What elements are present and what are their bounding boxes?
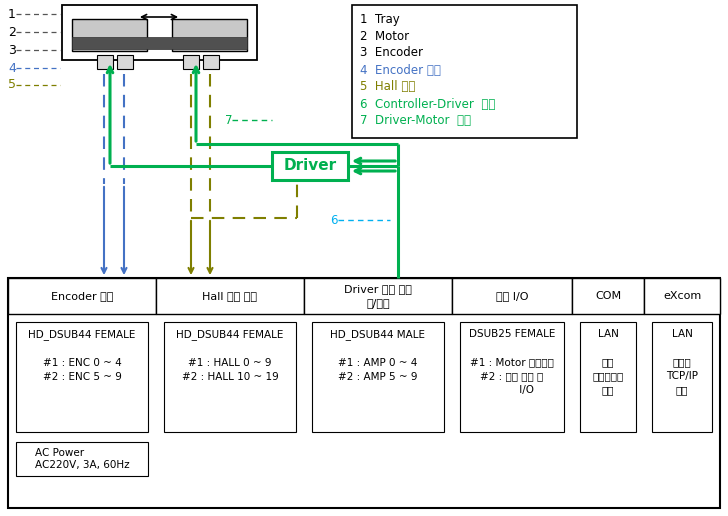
Bar <box>172 19 247 51</box>
Bar <box>62 5 257 60</box>
Bar <box>8 278 156 314</box>
Text: 4: 4 <box>8 61 16 74</box>
Text: 2  Motor: 2 Motor <box>360 29 409 42</box>
Bar <box>72 19 147 51</box>
Text: 5: 5 <box>8 78 16 91</box>
Text: 기타 I/O: 기타 I/O <box>496 291 529 301</box>
Text: HD_DSUB44 FEMALE

#1 : HALL 0 ~ 9
#2 : HALL 10 ~ 19: HD_DSUB44 FEMALE #1 : HALL 0 ~ 9 #2 : HA… <box>176 329 284 382</box>
Bar <box>164 322 296 432</box>
Text: Driver 제어 명령
입/출력: Driver 제어 명령 입/출력 <box>344 284 412 308</box>
Text: AC Power
AC220V, 3A, 60Hz: AC Power AC220V, 3A, 60Hz <box>35 448 130 470</box>
Bar <box>72 37 247 49</box>
Bar <box>452 278 572 314</box>
Bar <box>16 442 148 476</box>
Bar <box>183 55 199 69</box>
Bar <box>8 278 720 508</box>
Bar <box>572 278 644 314</box>
Text: HD_DSUB44 FEMALE

#1 : ENC 0 ~ 4
#2 : ENC 5 ~ 9: HD_DSUB44 FEMALE #1 : ENC 0 ~ 4 #2 : ENC… <box>28 329 135 382</box>
Bar <box>97 55 113 69</box>
Text: 6: 6 <box>330 214 338 227</box>
Text: 7: 7 <box>225 114 232 126</box>
Text: LAN

외부와
TCP/IP
통신: LAN 외부와 TCP/IP 통신 <box>666 329 698 395</box>
Text: LAN

내부
컨트롤러와
통신: LAN 내부 컨트롤러와 통신 <box>593 329 624 395</box>
Text: HD_DSUB44 MALE

#1 : AMP 0 ~ 4
#2 : AMP 5 ~ 9: HD_DSUB44 MALE #1 : AMP 0 ~ 4 #2 : AMP 5… <box>331 329 425 382</box>
Bar <box>460 322 564 432</box>
Bar <box>644 278 720 314</box>
Bar <box>156 278 304 314</box>
Text: eXcom: eXcom <box>663 291 701 301</box>
Text: 3: 3 <box>8 43 16 56</box>
Text: DSUB25 FEMALE

#1 : Motor 온도센서
#2 : 기타 센서 및
         I/O: DSUB25 FEMALE #1 : Motor 온도센서 #2 : 기타 센서… <box>469 329 555 395</box>
Text: COM: COM <box>595 291 621 301</box>
Text: 1  Tray: 1 Tray <box>360 12 400 25</box>
Bar <box>652 322 712 432</box>
Bar <box>352 5 577 138</box>
Bar <box>203 55 219 69</box>
Text: 3  Encoder: 3 Encoder <box>360 46 423 59</box>
Text: 1: 1 <box>8 8 16 21</box>
Bar <box>117 55 133 69</box>
Text: 5  Hall 신호: 5 Hall 신호 <box>360 80 416 93</box>
Text: 2: 2 <box>8 25 16 39</box>
Text: 6  Controller-Driver  신호: 6 Controller-Driver 신호 <box>360 98 495 110</box>
Bar <box>312 322 444 432</box>
Text: 7  Driver-Motor  신호: 7 Driver-Motor 신호 <box>360 115 471 127</box>
Bar <box>304 278 452 314</box>
Bar <box>580 322 636 432</box>
Bar <box>16 322 148 432</box>
Text: Driver: Driver <box>283 158 336 173</box>
Text: Hall 신호 입력: Hall 신호 입력 <box>202 291 258 301</box>
Text: Encoder 입력: Encoder 입력 <box>51 291 113 301</box>
Text: 4  Encoder 신호: 4 Encoder 신호 <box>360 63 441 76</box>
Bar <box>272 152 348 180</box>
